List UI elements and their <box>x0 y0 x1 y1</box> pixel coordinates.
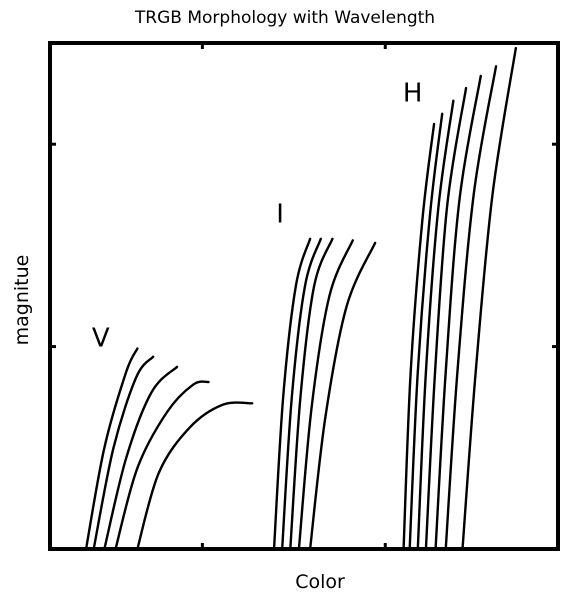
chart-title: TRGB Morphology with Wavelength <box>134 8 435 28</box>
curve-v-4 <box>114 380 210 551</box>
curve-i-2 <box>280 237 322 551</box>
curve-i-3 <box>289 237 334 551</box>
curve-i-4 <box>297 239 354 551</box>
band-label-group: V I H <box>92 79 423 354</box>
curve-h-4 <box>424 86 468 551</box>
x-axis-label: Color <box>295 571 345 593</box>
curve-h-7 <box>461 46 518 551</box>
curve-v-3 <box>103 365 179 551</box>
band-label-h: H <box>403 79 423 109</box>
curve-v-5 <box>136 401 254 551</box>
plot-frame <box>48 41 560 551</box>
curve-i-5 <box>308 241 377 551</box>
band-label-i: I <box>276 200 284 230</box>
curve-v-1 <box>84 347 139 551</box>
curve-h-2 <box>408 112 444 551</box>
curve-h-5 <box>434 74 482 551</box>
curve-group <box>84 46 518 551</box>
curve-v-2 <box>92 355 155 551</box>
y-axis-label: magnitue <box>11 255 33 346</box>
curve-h-1 <box>402 122 436 551</box>
curve-h-6 <box>444 65 498 551</box>
band-label-v: V <box>92 324 110 354</box>
curve-i-1 <box>272 237 312 551</box>
curve-h-3 <box>416 99 455 551</box>
